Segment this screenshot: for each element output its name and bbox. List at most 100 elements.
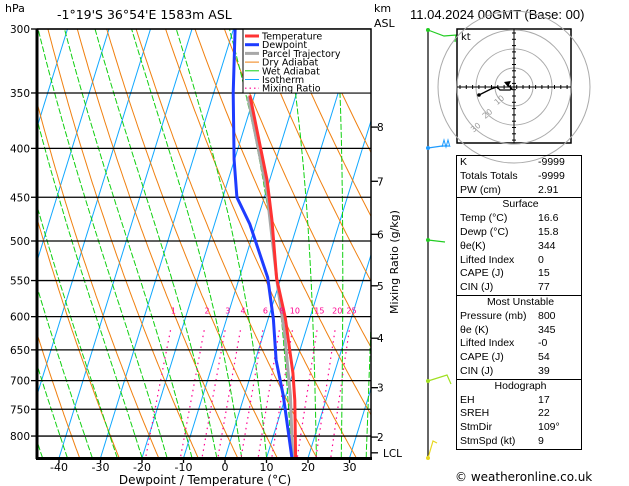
temperature-tick-label: 20 xyxy=(301,461,315,474)
mixing-ratio-axis-label: Mixing Ratio (g/kg) xyxy=(388,210,401,314)
wet-adiabat-line xyxy=(94,29,218,458)
mixing-ratio-line xyxy=(179,330,205,458)
dry-adiabat-line xyxy=(312,29,371,154)
mixing-ratio-line xyxy=(201,330,226,458)
profiles xyxy=(231,29,298,458)
most-unstable-box: Most Unstable Pressure (mb) 800 θe (K) 345 Li… xyxy=(456,294,582,379)
dry-adiabat-line xyxy=(135,29,318,458)
height-tick-label: 2 xyxy=(377,432,384,444)
stat-label: θe (K) xyxy=(460,323,489,336)
wind-barb-feather-icon xyxy=(441,138,451,149)
stat-value: 109° xyxy=(538,421,560,434)
mixing-ratio-line xyxy=(240,330,264,458)
hodograph-trace xyxy=(478,83,514,96)
mixing-ratio-label: 20 xyxy=(332,306,342,315)
stat-label: Totals Totals xyxy=(460,169,518,182)
pressure-tick-label: 800 xyxy=(10,431,30,443)
stat-label: Pressure (mb) xyxy=(460,309,527,322)
location-title: -1°19'S 36°54'E 1583m ASL xyxy=(57,7,232,22)
height-tick-label: 6 xyxy=(377,229,384,241)
height-tick-label: LCL xyxy=(383,448,402,460)
wet-adiabat-line xyxy=(131,29,243,458)
height-tick-label: 7 xyxy=(377,176,384,188)
isotherm-line xyxy=(58,29,193,458)
hodograph-box: Hodograph EH 17 SREH 22 StmDir 109° StmSpd (kt)… xyxy=(456,378,582,450)
wet-adiabat-line xyxy=(285,29,317,458)
hodograph-point xyxy=(477,93,481,97)
legend-label: Wet Adiabat xyxy=(262,66,320,77)
isotherm-line xyxy=(38,29,151,394)
wet-adiabat-line xyxy=(38,366,68,458)
stat-value: -9999 xyxy=(538,169,565,182)
stat-value: 344 xyxy=(538,239,556,252)
temperature-tick-label: -30 xyxy=(92,461,110,474)
stat-row: CIN (J) 39 xyxy=(460,365,581,379)
credit-footer: © weatheronline.co.uk xyxy=(455,470,593,484)
temperature-tick-label: 10 xyxy=(260,461,274,474)
stat-row: CAPE (J) 15 xyxy=(460,267,581,281)
legend-label: Temperature xyxy=(261,32,322,43)
isotherm-line xyxy=(183,29,317,458)
pressure-tick-label: 650 xyxy=(10,345,30,357)
stat-label: CAPE (J) xyxy=(460,267,504,280)
dry-adiabat-line xyxy=(282,29,371,218)
height-tick-label: 5 xyxy=(377,281,384,293)
height-tick-label: 3 xyxy=(377,383,384,395)
stat-row: Temp (°C) 16.6 xyxy=(460,212,581,226)
parcel-trajectory-profile xyxy=(246,96,295,458)
stat-row: PW (cm) 2.91 xyxy=(460,184,581,198)
temperature-tick-label: -10 xyxy=(175,461,193,474)
mixing-ratio-label: 6 xyxy=(263,306,268,315)
stat-row: Lifted Index -0 xyxy=(460,337,581,351)
pressure-tick-label: 400 xyxy=(10,143,30,155)
stat-label: Lifted Index xyxy=(460,253,515,266)
stat-label: StmSpd (kt) xyxy=(460,434,516,447)
stat-label: CIN (J) xyxy=(460,281,494,294)
mixing-ratio-label: 8 xyxy=(279,306,284,315)
stat-row: Lifted Index 0 xyxy=(460,254,581,268)
mixing-ratio-line xyxy=(217,330,241,458)
stat-value: 39 xyxy=(538,364,550,377)
background-lines xyxy=(38,15,629,461)
stat-label: Lifted Index xyxy=(460,337,515,350)
stat-row: StmDir 109° xyxy=(460,421,581,435)
pressure-tick-label: 750 xyxy=(10,404,30,416)
most-unstable-title: Most Unstable xyxy=(486,295,555,308)
stat-label: K xyxy=(460,156,468,168)
stat-value: -0 xyxy=(538,337,548,350)
dry-adiabat-line xyxy=(47,29,199,458)
stat-row: Totals Totals -9999 xyxy=(460,170,581,184)
stat-row: CAPE (J) 54 xyxy=(460,351,581,365)
legend-label: Parcel Trajectory xyxy=(262,49,341,60)
pressure-tick-label: 450 xyxy=(10,192,30,204)
stat-value: -9999 xyxy=(538,156,565,168)
mixing-ratio-line xyxy=(144,330,172,458)
axes: 1 2 3 4 6 8 10 15 20 2530035040045050055060065070… xyxy=(10,24,402,474)
hodograph-table-title: Hodograph xyxy=(494,379,547,392)
legend-box xyxy=(242,28,372,94)
isotherm-line xyxy=(38,29,110,260)
stat-row: θe(K) 344 xyxy=(460,240,581,254)
wet-adiabat-line xyxy=(175,29,268,458)
wind-barb-icon xyxy=(427,374,452,385)
stat-row: StmSpd (kt) 9 xyxy=(460,435,581,449)
stat-label: CAPE (J) xyxy=(460,351,504,364)
dry-adiabat-line xyxy=(106,29,278,458)
pressure-tick-label: 500 xyxy=(10,236,30,248)
x-axis-label: Dewpoint / Temperature (°C) xyxy=(119,473,291,486)
wind-barb-icon xyxy=(427,440,438,459)
stat-row: Dewp (°C) 15.8 xyxy=(460,226,581,240)
isotherm-line xyxy=(224,29,359,458)
temperature-profile xyxy=(248,95,298,458)
stat-label: EH xyxy=(460,393,475,406)
stat-label: Temp (°C) xyxy=(460,212,508,225)
dewpoint-profile xyxy=(231,29,294,458)
dry-adiabat-line xyxy=(253,29,371,283)
stat-value: 77 xyxy=(538,281,550,294)
stat-value: 16.6 xyxy=(538,212,559,225)
dry-adiabat-line xyxy=(598,15,629,461)
mixing-ratio-label: 4 xyxy=(241,306,246,315)
stat-value: 345 xyxy=(538,323,556,336)
